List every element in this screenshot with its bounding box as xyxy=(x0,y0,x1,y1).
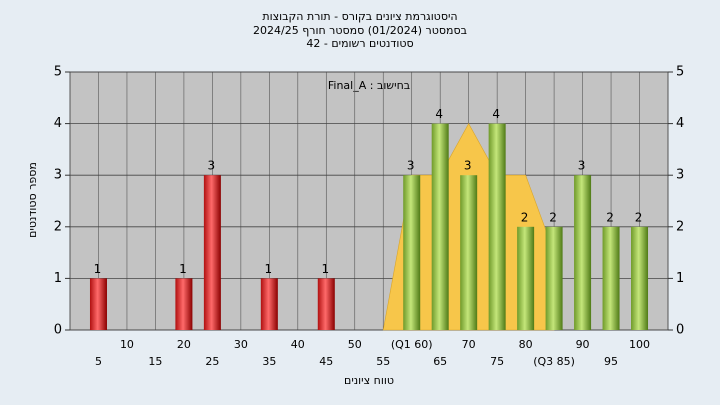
bar xyxy=(203,175,221,330)
bar xyxy=(431,123,449,330)
value-label: 1 xyxy=(179,262,187,276)
y-tick-label: 1 xyxy=(54,271,62,286)
plot-area xyxy=(69,71,669,331)
title-line: בסמסטר (01/2024) סמסטר חורף 2024/25 xyxy=(253,24,467,37)
y2-tick-label: 4 xyxy=(676,116,684,131)
x-tick-label: (Q1 60) xyxy=(391,338,433,351)
bar xyxy=(89,278,107,330)
x-tick-label: 35 xyxy=(262,355,276,368)
value-label: 4 xyxy=(492,107,500,121)
x-axis-label: טווח ציונים xyxy=(344,374,394,387)
bar xyxy=(631,226,649,330)
value-label: 1 xyxy=(265,262,273,276)
x-tick-label: 100 xyxy=(629,338,650,351)
x-tick-label: 25 xyxy=(205,355,219,368)
x-tick-label: 20 xyxy=(177,338,191,351)
value-label: 3 xyxy=(208,159,216,173)
bar xyxy=(260,278,278,330)
x-tick-label: 90 xyxy=(576,338,590,351)
value-label: 3 xyxy=(407,159,415,173)
title-line: היסטוגרמת ציונים בקורס - תורת הקבוצות xyxy=(262,10,457,23)
value-label: 1 xyxy=(321,262,329,276)
value-label: 2 xyxy=(635,210,643,224)
y-tick-label: 2 xyxy=(54,219,62,234)
x-tick-label: 30 xyxy=(234,338,248,351)
bar xyxy=(488,123,506,330)
bar xyxy=(602,226,620,330)
x-tick-label: 15 xyxy=(148,355,162,368)
x-tick-label: 70 xyxy=(462,338,476,351)
y2-tick-label: 3 xyxy=(676,168,684,183)
x-tick-label: (Q3 85) xyxy=(533,355,575,368)
bar xyxy=(574,175,592,330)
bar xyxy=(317,278,335,330)
x-tick-label: 55 xyxy=(376,355,390,368)
y-tick-label: 3 xyxy=(54,168,62,183)
y-axis-label: מספר סטודנטים xyxy=(26,162,39,238)
value-label: 3 xyxy=(464,159,472,173)
x-tick-label: 40 xyxy=(291,338,305,351)
value-label: 2 xyxy=(521,210,529,224)
bar xyxy=(403,175,421,330)
x-tick-label: 80 xyxy=(519,338,533,351)
x-tick-label: 95 xyxy=(604,355,618,368)
y2-tick-label: 5 xyxy=(676,65,684,80)
bar xyxy=(175,278,193,330)
x-tick-label: 45 xyxy=(319,355,333,368)
value-label: 1 xyxy=(94,262,102,276)
value-label: 2 xyxy=(549,210,557,224)
bar xyxy=(517,226,535,330)
bar xyxy=(545,226,563,330)
value-label: 2 xyxy=(606,210,614,224)
x-tick-label: 5 xyxy=(95,355,102,368)
y-tick-label: 5 xyxy=(54,65,62,80)
y2-tick-label: 2 xyxy=(676,219,684,234)
x-tick-label: 75 xyxy=(490,355,504,368)
y-tick-label: 4 xyxy=(54,116,62,131)
value-label: 3 xyxy=(578,159,586,173)
title-line: 42 - סטודנטים רשומים xyxy=(306,37,413,50)
x-tick-label: 10 xyxy=(120,338,134,351)
annotation: Final_A : בחישוב xyxy=(328,79,410,92)
y2-tick-label: 1 xyxy=(676,271,684,286)
y-tick-label: 0 xyxy=(54,323,62,338)
x-tick-label: 65 xyxy=(433,355,447,368)
bar xyxy=(460,175,478,330)
x-tick-label: 50 xyxy=(348,338,362,351)
value-label: 4 xyxy=(435,107,443,121)
y2-tick-label: 0 xyxy=(676,323,684,338)
